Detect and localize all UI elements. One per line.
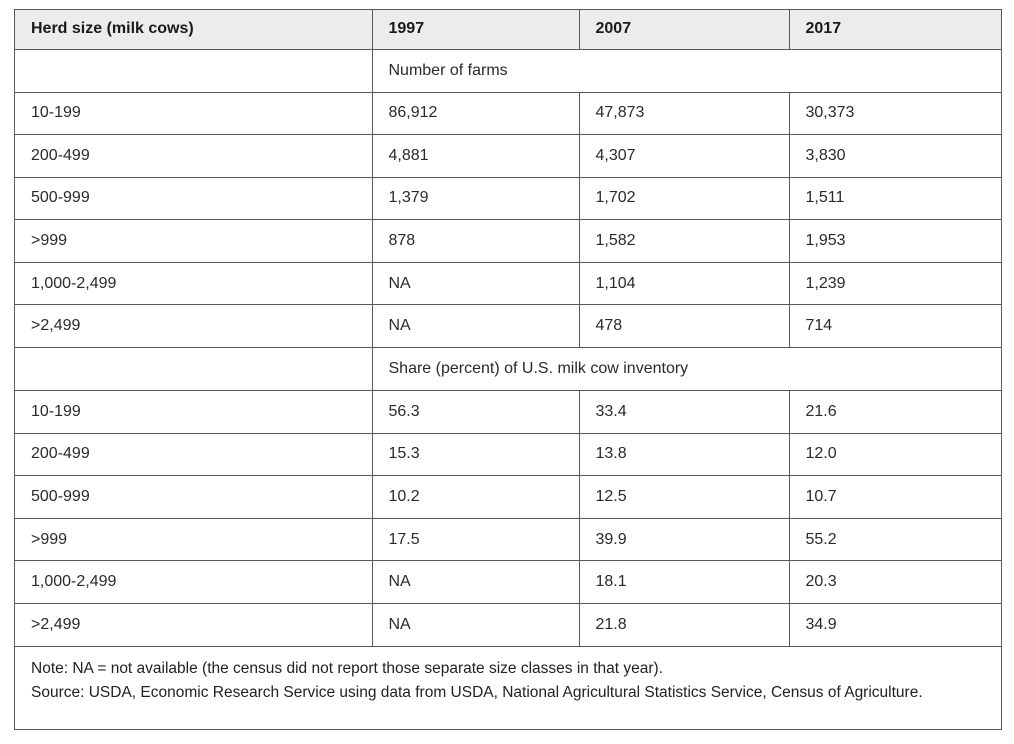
value-cell-1997: NA (371, 560, 580, 605)
herd-size-cell: 1,000-2,499 (15, 560, 373, 605)
value-cell-2017: 10.7 (788, 475, 1001, 519)
section-spacer-cell (15, 347, 373, 392)
note-text: Note: NA = not available (the census did… (31, 659, 663, 677)
value-cell-2007: 478 (578, 304, 790, 349)
value-cell-2017: 21.6 (788, 390, 1001, 434)
value-cell-2007: 12.5 (578, 475, 790, 519)
table-row: 1,000-2,499 NA 1,104 1,239 (15, 261, 1001, 306)
header-herd-size: Herd size (milk cows) (15, 10, 373, 50)
value-cell-2017: 12.0 (788, 432, 1001, 477)
value-cell-1997: 4,881 (371, 134, 580, 178)
value-cell-2007: 1,104 (578, 261, 790, 306)
header-2007: 2007 (578, 10, 790, 50)
value-cell-2007: 21.8 (578, 603, 790, 647)
value-cell-2007: 1,582 (578, 219, 790, 263)
value-cell-2017: 714 (788, 304, 1001, 349)
table-row: >2,499 NA 21.8 34.9 (15, 603, 1001, 647)
table-row: 1,000-2,499 NA 18.1 20.3 (15, 560, 1001, 605)
herd-size-cell: >999 (15, 219, 373, 263)
herd-size-cell: >2,499 (15, 304, 373, 349)
table-row: 500-999 1,379 1,702 1,511 (15, 176, 1001, 221)
value-cell-2017: 30,373 (788, 91, 1001, 136)
section-spacer-cell (15, 48, 373, 93)
table-row: 200-499 4,881 4,307 3,830 (15, 134, 1001, 178)
value-cell-2017: 34.9 (788, 603, 1001, 647)
value-cell-1997: 10.2 (371, 475, 580, 519)
section-row-number-of-farms: Number of farms (15, 48, 1001, 93)
value-cell-2017: 3,830 (788, 134, 1001, 178)
herd-size-cell: 1,000-2,499 (15, 261, 373, 306)
value-cell-2007: 47,873 (578, 91, 790, 136)
herd-size-cell: >2,499 (15, 603, 373, 647)
value-cell-2017: 1,239 (788, 261, 1001, 306)
value-cell-1997: 56.3 (371, 390, 580, 434)
table-row: >999 17.5 39.9 55.2 (15, 517, 1001, 562)
value-cell-2017: 1,511 (788, 176, 1001, 221)
herd-size-cell: 10-199 (15, 390, 373, 434)
herd-size-cell: 200-499 (15, 134, 373, 178)
section-label: Share (percent) of U.S. milk cow invento… (371, 347, 1001, 392)
value-cell-2017: 55.2 (788, 517, 1001, 562)
value-cell-1997: NA (371, 261, 580, 306)
header-2017: 2017 (788, 10, 1001, 50)
value-cell-1997: 86,912 (371, 91, 580, 136)
value-cell-2007: 18.1 (578, 560, 790, 605)
value-cell-1997: NA (371, 603, 580, 647)
herd-size-table: Herd size (milk cows) 1997 2007 2017 Num… (15, 10, 1001, 647)
herd-size-cell: >999 (15, 517, 373, 562)
value-cell-1997: 15.3 (371, 432, 580, 477)
value-cell-1997: 17.5 (371, 517, 580, 562)
table-notes: Note: NA = not available (the census did… (15, 647, 1001, 705)
value-cell-1997: 878 (371, 219, 580, 263)
herd-size-cell: 500-999 (15, 475, 373, 519)
herd-size-cell: 200-499 (15, 432, 373, 477)
value-cell-1997: NA (371, 304, 580, 349)
section-row-share-percent: Share (percent) of U.S. milk cow invento… (15, 347, 1001, 392)
table-header-row: Herd size (milk cows) 1997 2007 2017 (15, 10, 1001, 50)
header-1997: 1997 (371, 10, 580, 50)
value-cell-1997: 1,379 (371, 176, 580, 221)
value-cell-2007: 13.8 (578, 432, 790, 477)
value-cell-2007: 33.4 (578, 390, 790, 434)
table-row: 200-499 15.3 13.8 12.0 (15, 432, 1001, 477)
value-cell-2007: 4,307 (578, 134, 790, 178)
table-row: >2,499 NA 478 714 (15, 304, 1001, 349)
herd-size-cell: 10-199 (15, 91, 373, 136)
table-row: >999 878 1,582 1,953 (15, 219, 1001, 263)
herd-size-table-container: Herd size (milk cows) 1997 2007 2017 Num… (14, 9, 1002, 730)
value-cell-2007: 39.9 (578, 517, 790, 562)
value-cell-2017: 20.3 (788, 560, 1001, 605)
table-row: 10-199 86,912 47,873 30,373 (15, 91, 1001, 136)
source-text: Source: USDA, Economic Research Service … (31, 683, 923, 701)
herd-size-cell: 500-999 (15, 176, 373, 221)
table-row: 500-999 10.2 12.5 10.7 (15, 475, 1001, 519)
table-row: 10-199 56.3 33.4 21.6 (15, 390, 1001, 434)
value-cell-2007: 1,702 (578, 176, 790, 221)
section-label: Number of farms (371, 48, 1001, 93)
value-cell-2017: 1,953 (788, 219, 1001, 263)
